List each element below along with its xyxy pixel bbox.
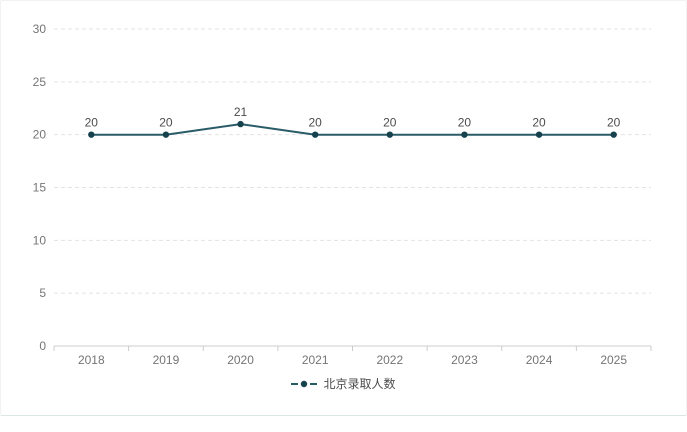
data-label: 20 [309,116,323,130]
x-axis-label: 2020 [227,353,254,367]
legend-item-beijing[interactable]: 北京录取人数 [291,377,396,391]
data-label: 20 [532,116,546,130]
series-line [91,123,614,136]
data-label: 20 [383,116,397,130]
x-axis-label: 2019 [153,353,180,367]
data-point[interactable] [535,131,543,138]
data-point[interactable] [162,131,170,138]
y-axis-label: 20 [33,128,47,142]
y-axis-label: 15 [33,181,47,195]
y-axis-label: 5 [39,286,46,300]
y-axis-label: 25 [33,75,47,89]
chart-legend: 北京录取人数 [1,377,686,391]
data-label: 20 [159,116,173,130]
x-axis-label: 2022 [376,353,403,367]
x-axis-label: 2025 [600,353,627,367]
data-label: 20 [458,116,472,130]
y-axis-label: 10 [33,233,47,247]
data-point[interactable] [88,131,95,138]
data-label: 20 [85,116,99,130]
x-axis-label: 2021 [302,353,329,367]
data-point[interactable] [237,120,244,128]
x-axis-label: 2024 [526,353,553,367]
legend-line-dot-marker [291,380,318,388]
data-label: 20 [607,116,621,130]
legend-label: 北京录取人数 [323,377,396,391]
data-point[interactable] [461,131,468,138]
y-axis-label: 30 [33,22,47,36]
data-label: 21 [234,105,248,119]
x-axis-label: 2018 [78,353,105,367]
chart-card: 0 5 10 15 20 25 30 2018 2019 2020 2021 2022 2023 2024… [0,0,687,416]
y-axis-label: 0 [39,339,46,353]
data-point[interactable] [311,131,319,138]
data-point[interactable] [386,131,394,138]
data-point[interactable] [610,131,617,138]
x-axis-label: 2023 [451,353,478,367]
